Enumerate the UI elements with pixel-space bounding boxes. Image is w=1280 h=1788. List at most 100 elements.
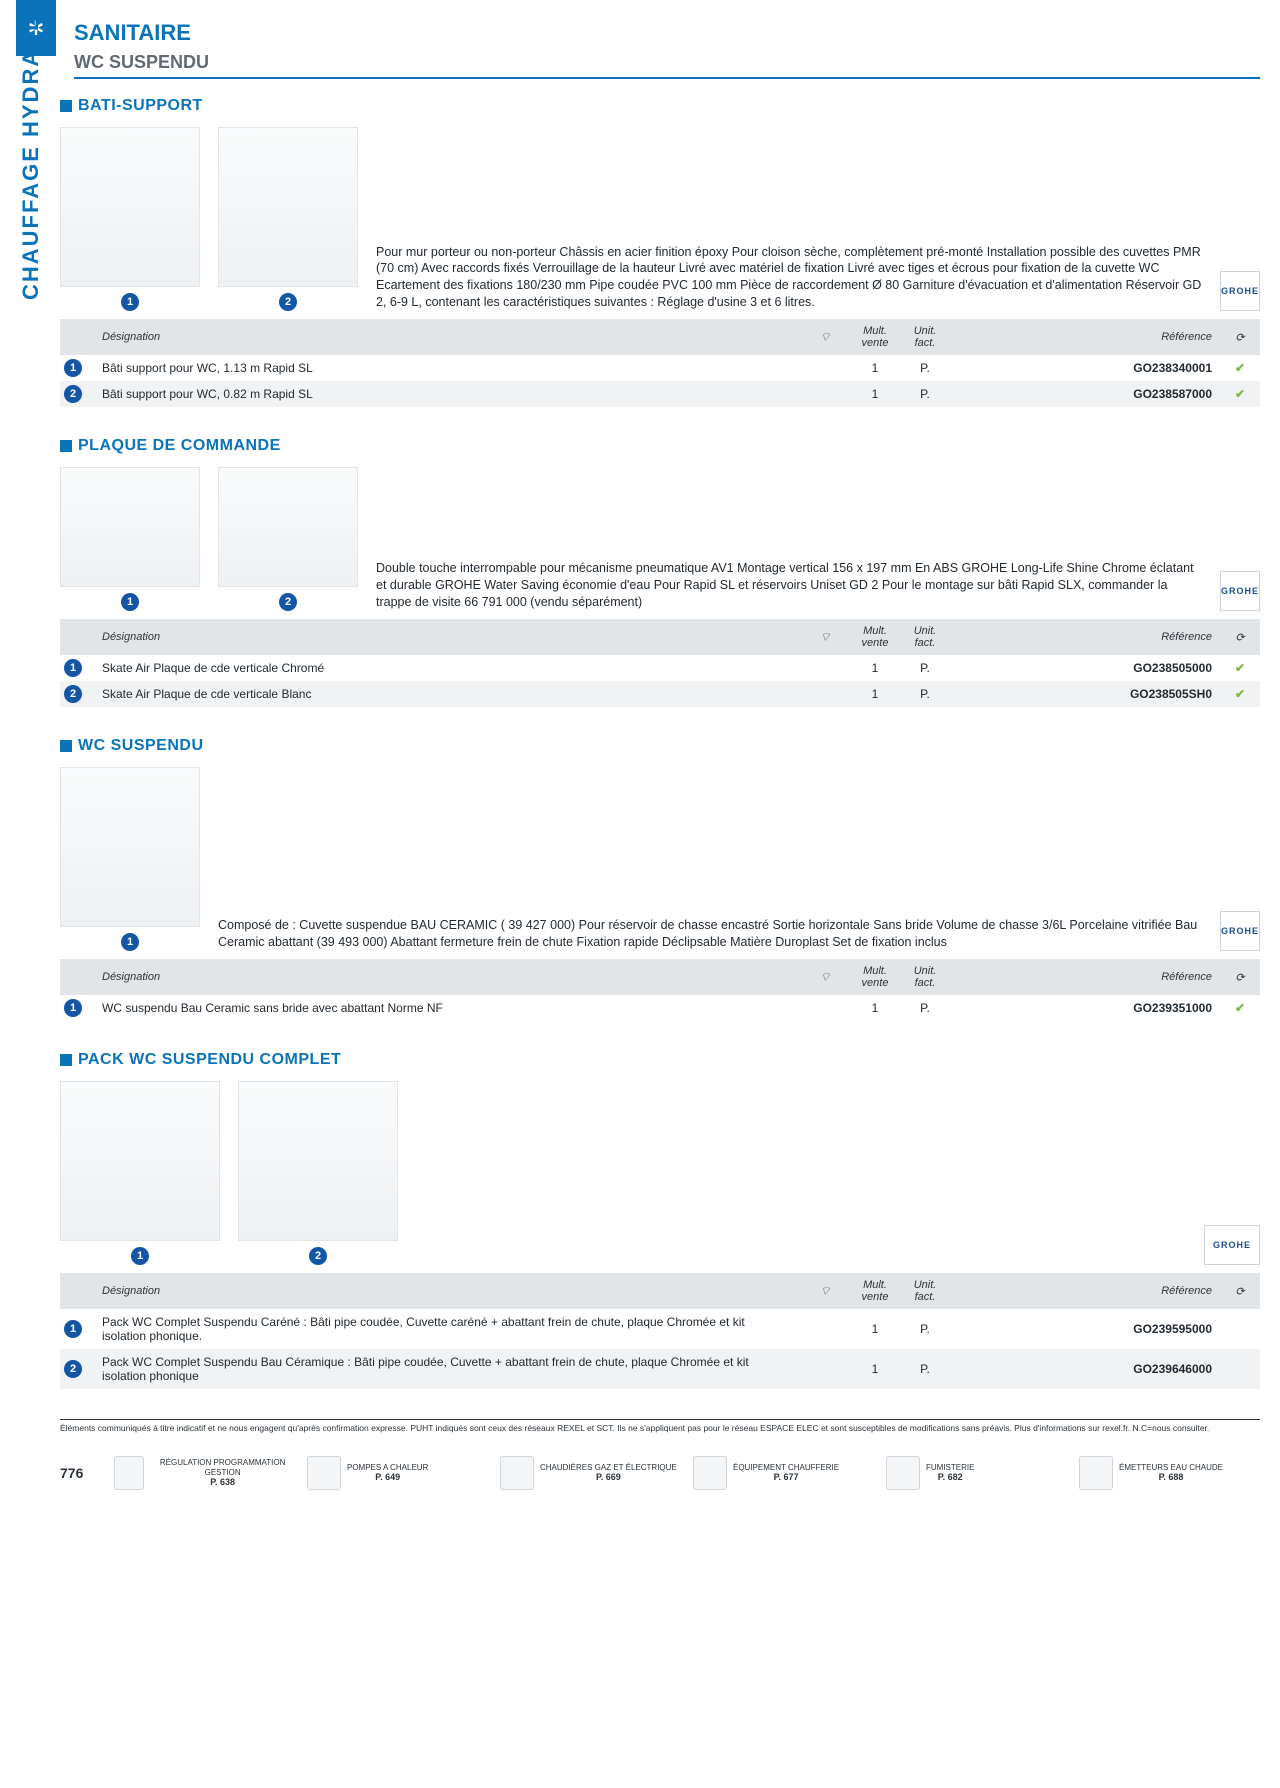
row-mult: 1 (850, 1349, 900, 1389)
col-wifi: ⌔ (800, 959, 850, 995)
col-stock: ⟳ (1220, 1273, 1260, 1309)
row-reference: GO239595000 (1070, 1309, 1220, 1349)
section-title: WC SUSPENDU (60, 737, 1260, 755)
table-row: 2Pack WC Complet Suspendu Bau Céramique … (60, 1349, 1260, 1389)
col-badge (60, 959, 94, 995)
product-description: Double touche interrompable pour mécanis… (376, 560, 1204, 611)
wifi-icon: ⌔ (819, 1284, 830, 1298)
col-wifi: ⌔ (800, 319, 850, 355)
product-table: Désignation⌔Mult. venteUnit. fact.Référe… (60, 1273, 1260, 1389)
footer-nav-page: P. 669 (596, 1472, 621, 1482)
footer-nav-thumb (500, 1456, 534, 1490)
product-description: Composé de : Cuvette suspendue BAU CERAM… (218, 917, 1204, 951)
row-stock: ✔ (1220, 995, 1260, 1021)
product-image-placeholder (60, 467, 200, 587)
section-title: PLAQUE DE COMMANDE (60, 437, 1260, 455)
table-row: 1Pack WC Complet Suspendu Caréné : Bâti … (60, 1309, 1260, 1349)
row-stock (1220, 1309, 1260, 1349)
col-spacer (950, 619, 1070, 655)
row-number-badge: 2 (64, 1360, 82, 1378)
category-title: SANITAIRE (74, 20, 1260, 46)
image-number-badge: 2 (279, 593, 297, 611)
product-image-block: 1 (60, 1081, 220, 1265)
table-row: 2Bâti support pour WC, 0.82 m Rapid SL1P… (60, 381, 1260, 407)
row-wifi (800, 381, 850, 407)
product-table: Désignation⌔Mult. venteUnit. fact.Référe… (60, 619, 1260, 707)
footer-nav-item[interactable]: RÉGULATION PROGRAMMATION GESTIONP. 638 (114, 1456, 295, 1490)
row-badge-cell: 1 (60, 995, 94, 1021)
square-bullet-icon (60, 100, 72, 112)
footer-nav-thumb (886, 1456, 920, 1490)
product-image-block: 2 (238, 1081, 398, 1265)
row-designation: Bâti support pour WC, 0.82 m Rapid SL (94, 381, 800, 407)
wifi-icon: ⌔ (819, 630, 830, 644)
row-badge-cell: 1 (60, 1309, 94, 1349)
footer-nav-item[interactable]: CHAUDIÈRES GAZ ET ÉLECTRIQUEP. 669 (500, 1456, 681, 1490)
col-unit-fact: Unit. fact. (900, 319, 950, 355)
image-number-badge: 1 (131, 1247, 149, 1265)
product-table: Désignation⌔Mult. venteUnit. fact.Référe… (60, 959, 1260, 1021)
row-mult: 1 (850, 1309, 900, 1349)
footer-nav-item[interactable]: FUMISTERIEP. 682 (886, 1456, 1067, 1490)
row-number-badge: 1 (64, 659, 82, 677)
stock-check-icon: ⟳ (1235, 632, 1244, 644)
row-mult: 1 (850, 655, 900, 681)
header-block: SANITAIRE WC SUSPENDU (74, 20, 1260, 79)
footer-nav-page: P. 677 (774, 1472, 799, 1482)
square-bullet-icon (60, 1054, 72, 1066)
row-mult: 1 (850, 381, 900, 407)
col-designation: Désignation (94, 319, 800, 355)
row-wifi (800, 655, 850, 681)
table-row: 2Skate Air Plaque de cde verticale Blanc… (60, 681, 1260, 707)
product-image-placeholder (60, 767, 200, 927)
col-reference: Référence (1070, 619, 1220, 655)
section-title-text: PLAQUE DE COMMANDE (78, 437, 281, 455)
row-wifi (800, 1309, 850, 1349)
product-section: PLAQUE DE COMMANDE12Double touche interr… (60, 437, 1260, 707)
section-body: 1Composé de : Cuvette suspendue BAU CERA… (60, 767, 1260, 951)
footer-nav-page: P. 688 (1159, 1472, 1184, 1482)
section-body: 12Double touche interrompable pour mécan… (60, 467, 1260, 611)
stock-check-icon: ⟳ (1235, 332, 1244, 344)
col-wifi: ⌔ (800, 1273, 850, 1309)
row-badge-cell: 2 (60, 681, 94, 707)
product-table: Désignation⌔Mult. venteUnit. fact.Référe… (60, 319, 1260, 407)
footer-nav-item[interactable]: POMPES A CHALEURP. 649 (307, 1456, 488, 1490)
catalog-page: ✲ CHAUFFAGE HYDRAULIQUE, PAC AIR-EAU, PL… (0, 0, 1280, 1516)
row-wifi (800, 681, 850, 707)
product-image-block: 1 (60, 127, 200, 311)
col-badge (60, 319, 94, 355)
col-spacer (950, 959, 1070, 995)
product-image-block: 2 (218, 467, 358, 611)
product-image-placeholder (218, 127, 358, 287)
col-unit-fact: Unit. fact. (900, 619, 950, 655)
row-spacer (950, 355, 1070, 381)
table-row: 1Bâti support pour WC, 1.13 m Rapid SL1P… (60, 355, 1260, 381)
row-spacer (950, 1309, 1070, 1349)
row-stock: ✔ (1220, 681, 1260, 707)
footer-nav-thumb (1079, 1456, 1113, 1490)
col-stock: ⟳ (1220, 319, 1260, 355)
section-title: PACK WC SUSPENDU COMPLET (60, 1051, 1260, 1069)
col-badge (60, 619, 94, 655)
footer-nav-item[interactable]: ÉMETTEURS EAU CHAUDEP. 688 (1079, 1456, 1260, 1490)
col-badge (60, 1273, 94, 1309)
row-mult: 1 (850, 355, 900, 381)
footer-nav-text: RÉGULATION PROGRAMMATION GESTIONP. 638 (150, 1458, 295, 1488)
footer-nav-thumb (693, 1456, 727, 1490)
footer-nav-item[interactable]: ÉQUIPEMENT CHAUFFERIEP. 677 (693, 1456, 874, 1490)
footer-nav-thumb (114, 1456, 144, 1490)
wifi-icon: ⌔ (819, 330, 830, 344)
wifi-icon: ⌔ (819, 970, 830, 984)
section-title-text: WC SUSPENDU (78, 737, 204, 755)
brand-logo: GROHE (1220, 271, 1260, 311)
row-spacer (950, 655, 1070, 681)
footer-nav-text: CHAUDIÈRES GAZ ET ÉLECTRIQUEP. 669 (540, 1463, 677, 1483)
row-designation: Bâti support pour WC, 1.13 m Rapid SL (94, 355, 800, 381)
product-section: PACK WC SUSPENDU COMPLET12GROHEDésignati… (60, 1051, 1260, 1389)
product-section: BATI-SUPPORT12Pour mur porteur ou non-po… (60, 97, 1260, 407)
image-number-badge: 2 (309, 1247, 327, 1265)
row-unit: P. (900, 355, 950, 381)
table-row: 1WC suspendu Bau Ceramic sans bride avec… (60, 995, 1260, 1021)
footer-nav-page: P. 649 (375, 1472, 400, 1482)
